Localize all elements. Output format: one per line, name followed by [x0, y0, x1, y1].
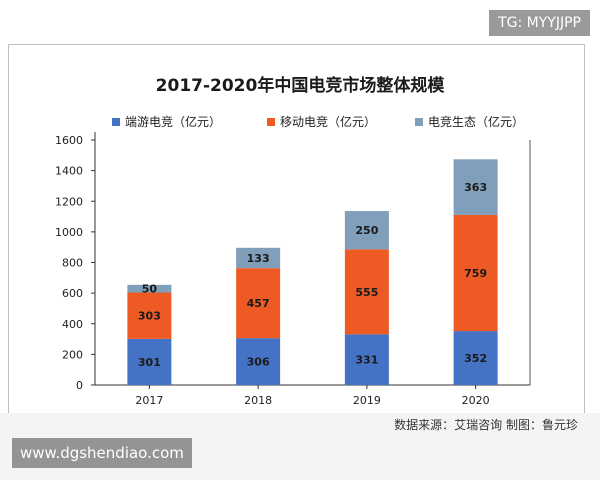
y-tick-label: 400: [62, 318, 83, 331]
chart-legend: 端游电竞（亿元） 移动电竞（亿元） 电竞生态（亿元）: [112, 114, 524, 129]
watermark-bottom: www.dgshendiao.com: [12, 438, 192, 468]
x-tick-label: 2019: [353, 394, 381, 407]
legend-swatch: [112, 118, 120, 126]
data-label: 133: [247, 252, 270, 265]
y-tick-label: 1000: [55, 226, 83, 239]
bar-segment: [127, 292, 172, 339]
data-label: 301: [138, 356, 161, 369]
bar-segment: [344, 334, 389, 385]
legend-label: 移动电竞（亿元）: [280, 114, 376, 129]
data-label: 759: [464, 267, 487, 280]
bar-segment: [344, 249, 389, 335]
y-tick-label: 600: [62, 287, 83, 300]
bar-segment: [236, 338, 281, 385]
source-note: 数据来源：艾瑞咨询 制图：鲁元珍: [394, 418, 578, 432]
legend-label: 端游电竞（亿元）: [125, 114, 221, 129]
y-tick-label: 1600: [55, 134, 83, 147]
x-tick-label: 2018: [244, 394, 272, 407]
legend-swatch: [267, 118, 275, 126]
data-label: 363: [464, 181, 487, 194]
bar-segment: [236, 247, 281, 269]
watermark-top: TG: MYYJJPP: [489, 10, 590, 36]
y-tick-label: 200: [62, 348, 83, 361]
y-tick-label: 1400: [55, 165, 83, 178]
legend-swatch: [415, 118, 423, 126]
bar-segment: [127, 284, 172, 293]
data-label: 50: [142, 283, 158, 296]
x-tick-label: 2020: [462, 394, 490, 407]
data-label: 457: [247, 297, 270, 310]
data-label: 306: [247, 356, 270, 369]
y-tick-label: 1200: [55, 195, 83, 208]
data-label: 250: [355, 224, 378, 237]
legend-label: 电竞生态（亿元）: [428, 114, 524, 129]
bar-segment: [453, 331, 498, 385]
bar-segment: [236, 268, 281, 339]
chart-bars: 301 303 50 306 457 133 331 555 250 352 759 363: [127, 159, 498, 385]
bar-segment: [453, 159, 498, 215]
data-label: 331: [355, 354, 378, 367]
data-label: 352: [464, 352, 487, 365]
bar-segment: [344, 211, 389, 250]
x-tick-label: 2017: [135, 394, 163, 407]
data-label: 303: [138, 310, 161, 323]
chart-axes: 0 200 400 600 800 1000 1200 1400 1600 2017 2018 201…: [55, 132, 531, 407]
chart-title: 2017-2020年中国电竞市场整体规模: [156, 75, 446, 96]
data-label: 555: [355, 286, 378, 299]
y-tick-label: 0: [76, 379, 83, 392]
bar-segment: [453, 214, 498, 332]
bar-segment: [127, 338, 172, 385]
y-tick-label: 800: [62, 257, 83, 270]
